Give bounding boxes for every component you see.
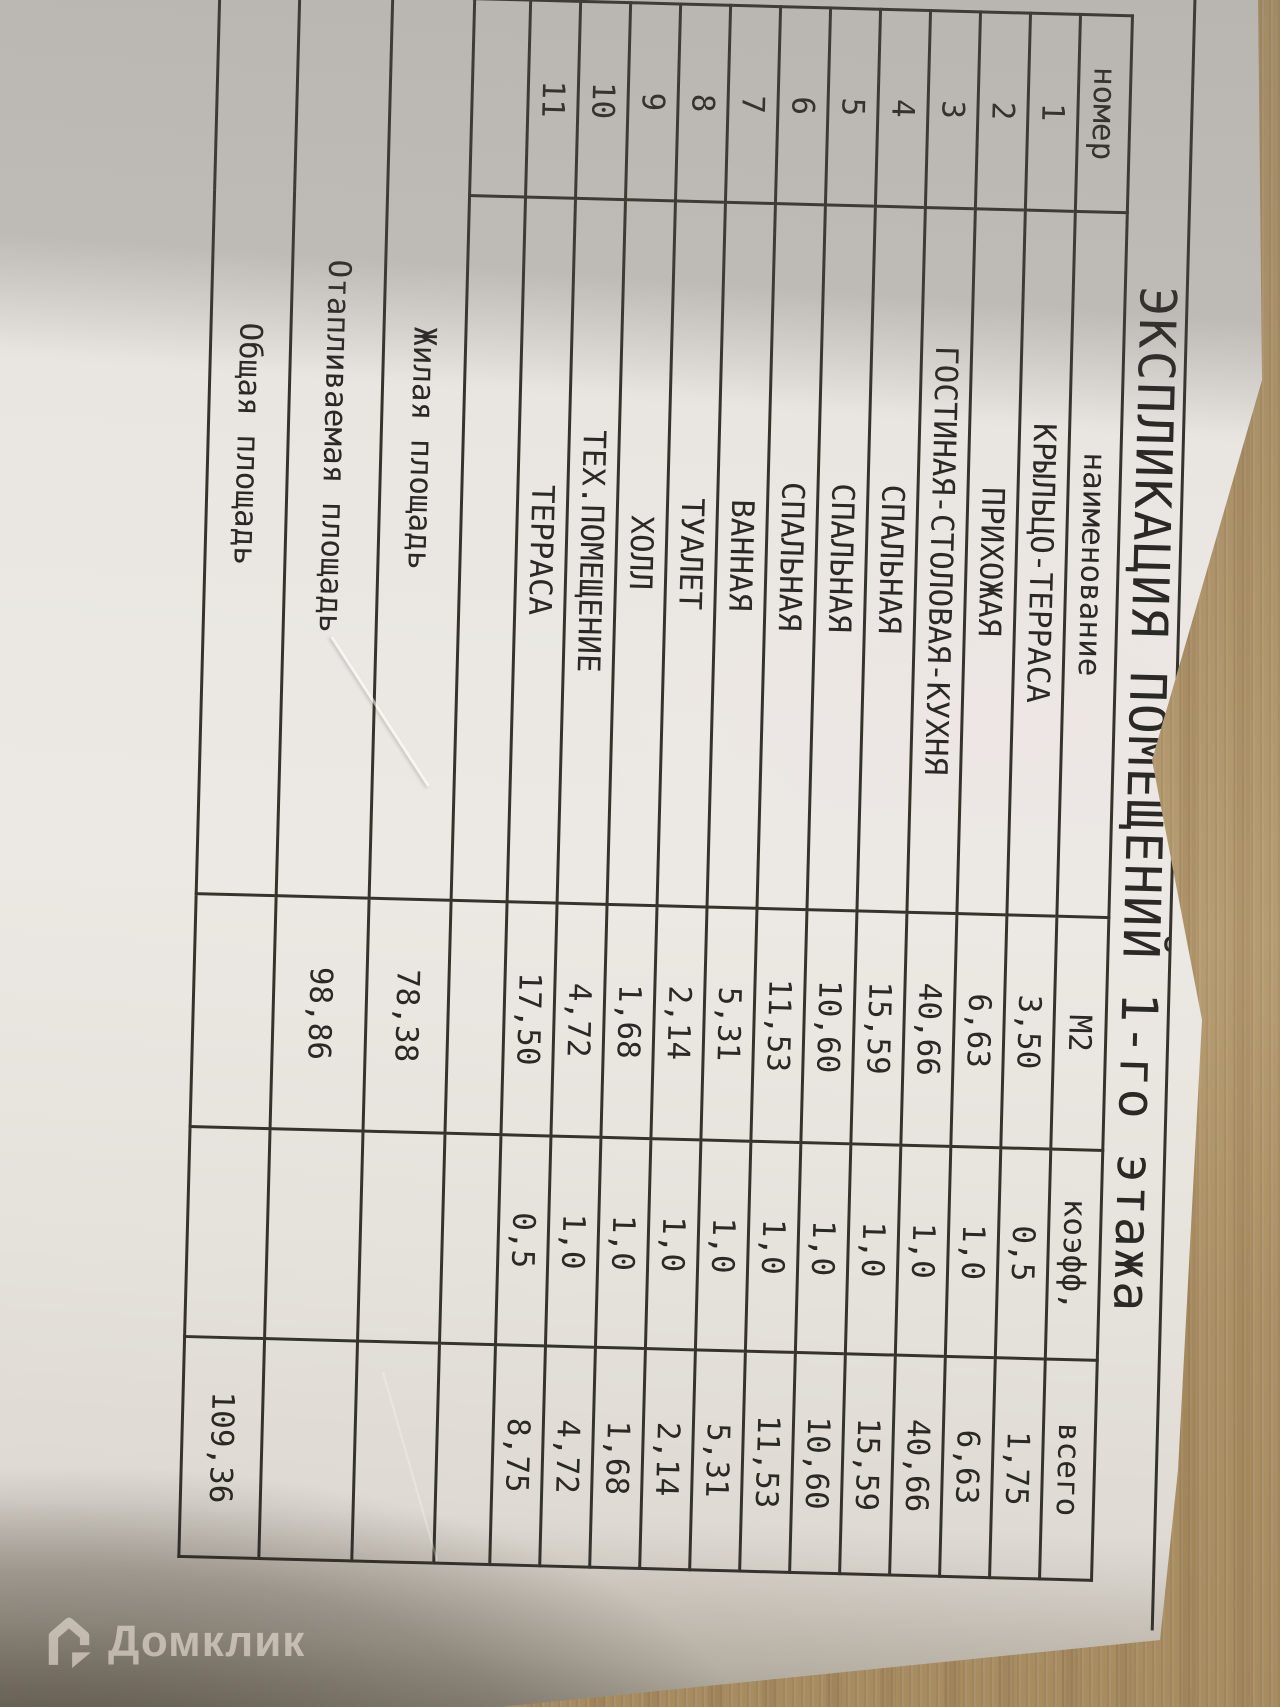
cell-number: 4 bbox=[875, 9, 931, 208]
cell-total: 8,75 bbox=[489, 1344, 546, 1566]
summary-area bbox=[190, 893, 277, 1129]
summary-coef bbox=[264, 1128, 364, 1342]
summary-area: 78,38 bbox=[363, 898, 452, 1134]
cell-number: 11 bbox=[525, 0, 581, 199]
cell-total: 40,66 bbox=[889, 1355, 946, 1577]
cell-coef: 1,0 bbox=[895, 1145, 951, 1357]
cell-number: 5 bbox=[825, 7, 881, 207]
summary-total bbox=[258, 1338, 358, 1561]
cell-number: 6 bbox=[775, 6, 831, 205]
explication-document: ЭКСПЛИКАЦИЯ ПОМЕЩЕНИЙ 1-го этажа номер н… bbox=[163, 0, 1196, 1585]
cell-number: 2 bbox=[975, 11, 1031, 211]
header-area-m2: М2 bbox=[1050, 916, 1109, 1151]
cell-empty bbox=[469, 0, 531, 198]
explication-table: номер наименование М2 коэфф, всего 1 КРЫ… bbox=[177, 0, 1134, 1582]
header-coefficient: коэфф, bbox=[1045, 1149, 1103, 1361]
cell-coef: 1,0 bbox=[745, 1141, 801, 1353]
cell-number: 3 bbox=[925, 10, 981, 209]
cell-coef: 1,0 bbox=[845, 1143, 901, 1356]
cell-number: 7 bbox=[725, 5, 781, 204]
cell-coef: 1,0 bbox=[545, 1135, 601, 1348]
cell-total: 1,68 bbox=[589, 1347, 646, 1569]
watermark-label: Домклик bbox=[108, 1617, 306, 1666]
cell-area: 3,50 bbox=[1000, 914, 1057, 1150]
cell-total: 1,75 bbox=[989, 1357, 1046, 1579]
cell-total: 5,31 bbox=[689, 1349, 746, 1572]
cell-number: 1 bbox=[1025, 13, 1081, 212]
cell-coef: 0,5 bbox=[995, 1147, 1051, 1360]
cell-area: 4,72 bbox=[550, 903, 608, 1138]
cell-coef: 1,0 bbox=[695, 1139, 751, 1352]
cell-coef: 1,0 bbox=[945, 1146, 1001, 1358]
cell-number: 10 bbox=[575, 1, 631, 200]
summary-coef bbox=[184, 1126, 271, 1339]
summary-total bbox=[351, 1341, 440, 1564]
cell-area: 6,63 bbox=[950, 913, 1007, 1148]
cell-coef: 1,0 bbox=[645, 1138, 701, 1350]
cell-number: 8 bbox=[675, 4, 731, 203]
cell-empty bbox=[433, 1343, 496, 1565]
cell-total: 2,14 bbox=[639, 1348, 696, 1570]
cell-area: 10,60 bbox=[800, 909, 857, 1144]
cell-number: 9 bbox=[625, 2, 681, 201]
header-total: всего bbox=[1039, 1359, 1098, 1581]
cell-total: 4,72 bbox=[539, 1345, 596, 1568]
header-number: номер bbox=[1075, 14, 1133, 213]
cell-area: 40,66 bbox=[900, 912, 957, 1147]
domclick-watermark: Домклик bbox=[44, 1612, 305, 1672]
cell-coef: 0,5 bbox=[495, 1134, 551, 1346]
cell-area: 5,31 bbox=[700, 907, 757, 1142]
summary-total: 109,36 bbox=[178, 1336, 265, 1559]
summary-area: 98,86 bbox=[270, 895, 370, 1132]
cell-total: 10,60 bbox=[789, 1352, 846, 1574]
cell-area: 2,14 bbox=[650, 905, 708, 1140]
cell-empty bbox=[439, 1133, 501, 1345]
cell-empty bbox=[444, 900, 508, 1135]
summary-coef bbox=[357, 1131, 445, 1344]
cell-total: 11,53 bbox=[739, 1351, 796, 1573]
cell-coef: 1,0 bbox=[795, 1142, 851, 1354]
cell-area: 1,68 bbox=[600, 904, 658, 1139]
cell-area: 17,50 bbox=[500, 901, 558, 1136]
cell-area: 15,59 bbox=[850, 910, 907, 1146]
cell-total: 15,59 bbox=[839, 1353, 896, 1576]
cell-coef: 1,0 bbox=[595, 1137, 651, 1349]
cell-area: 11,53 bbox=[750, 908, 807, 1143]
cell-total: 6,63 bbox=[939, 1356, 996, 1578]
domclick-house-icon bbox=[48, 1617, 91, 1668]
